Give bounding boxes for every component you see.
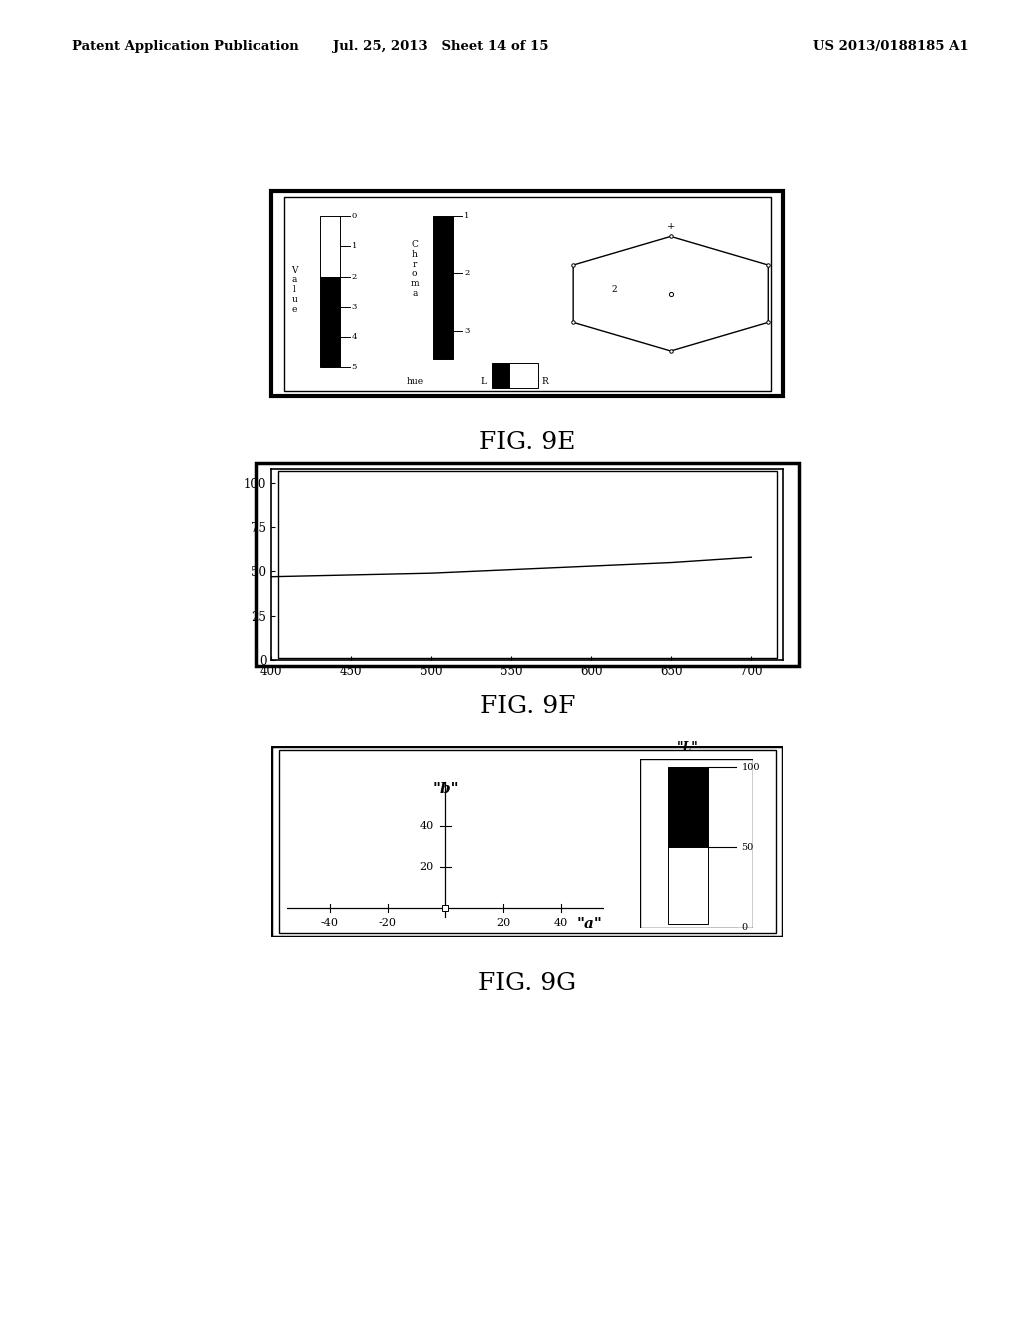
Text: 1: 1 (352, 243, 357, 251)
Text: Jul. 25, 2013   Sheet 14 of 15: Jul. 25, 2013 Sheet 14 of 15 (333, 40, 548, 53)
Bar (668, 767, 708, 847)
Text: 3: 3 (352, 302, 357, 310)
Text: 2: 2 (465, 269, 470, 277)
Text: R: R (542, 378, 549, 387)
Bar (319, 216, 340, 276)
Text: 100: 100 (741, 763, 760, 772)
Text: +: + (667, 222, 675, 231)
Text: FIG. 9E: FIG. 9E (479, 430, 575, 454)
Text: FIG. 9F: FIG. 9F (479, 694, 575, 718)
Bar (640, 759, 753, 928)
Text: 3: 3 (465, 326, 470, 334)
Text: hue: hue (407, 378, 423, 387)
Polygon shape (573, 236, 768, 351)
Text: V
a
l
u
e: V a l u e (291, 265, 298, 314)
Text: 0: 0 (352, 213, 357, 220)
Text: 5: 5 (352, 363, 357, 371)
Text: 0: 0 (741, 923, 748, 932)
Bar (319, 276, 340, 367)
Text: -40: -40 (321, 919, 339, 928)
Text: -20: -20 (379, 919, 396, 928)
Text: L: L (481, 378, 486, 387)
Bar (668, 847, 708, 924)
Text: FIG. 9G: FIG. 9G (478, 972, 577, 995)
Text: 40: 40 (554, 919, 568, 928)
Text: 1: 1 (465, 213, 470, 220)
Text: "b": "b" (432, 781, 459, 796)
Text: 20: 20 (496, 919, 510, 928)
Bar (432, 216, 453, 359)
Text: 2: 2 (611, 285, 617, 294)
Bar (492, 363, 509, 388)
Text: "a": "a" (577, 917, 603, 931)
Text: "L": "L" (677, 742, 698, 755)
Text: 2: 2 (352, 272, 357, 281)
Text: Patent Application Publication: Patent Application Publication (72, 40, 298, 53)
Text: 50: 50 (741, 843, 754, 851)
Text: 4: 4 (352, 333, 357, 341)
Text: C
h
r
o
m
a: C h r o m a (411, 240, 419, 298)
Text: 40: 40 (420, 821, 434, 830)
Text: US 2013/0188185 A1: US 2013/0188185 A1 (813, 40, 969, 53)
Bar (509, 363, 538, 388)
Text: 20: 20 (420, 862, 434, 871)
